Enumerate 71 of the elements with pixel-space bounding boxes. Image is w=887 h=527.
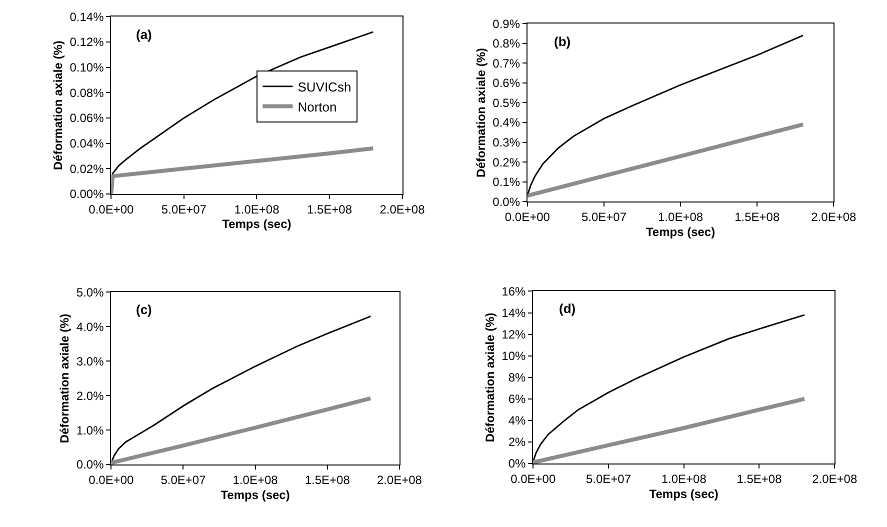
y-tick-label: 0.3% xyxy=(492,136,520,150)
y-axis-title: Déformation axiale (%) xyxy=(51,40,66,170)
annotation: (b) xyxy=(554,34,571,49)
x-tick-label: 2.0E+08 xyxy=(811,210,857,224)
y-tick-label: 0.10% xyxy=(70,60,104,75)
y-tick-label: 0.9% xyxy=(492,16,520,31)
y-tick-label: 0.02% xyxy=(70,162,104,176)
y-tick-label: 0.0% xyxy=(76,458,104,472)
legend-label: SUVICsh xyxy=(298,79,352,94)
y-tick-label: 4% xyxy=(508,414,526,428)
y-tick-label: 0.7% xyxy=(492,56,520,70)
y-tick-label: 6% xyxy=(508,392,526,406)
y-tick-label: 0.5% xyxy=(492,96,520,110)
y-tick-label: 0.14% xyxy=(70,10,104,24)
x-axis-title: Temps (sec) xyxy=(220,488,290,502)
x-axis-title: Temps (sec) xyxy=(222,217,292,232)
x-tick-label: 0.0E+00 xyxy=(88,472,134,487)
x-tick-label: 1.0E+08 xyxy=(234,202,280,216)
x-tick-label: 2.0E+08 xyxy=(376,472,422,487)
y-tick-label: 0.1% xyxy=(492,175,520,190)
x-tick-label: 5.0E+07 xyxy=(161,202,207,216)
x-tick-label: 1.0E+08 xyxy=(658,210,704,224)
y-tick-label: 2% xyxy=(508,435,526,450)
line-series xyxy=(527,122,806,198)
x-tick-label: 1.0E+08 xyxy=(661,472,707,486)
x-tick-label: 5.0E+07 xyxy=(586,472,632,486)
y-tick-label: 0.00% xyxy=(70,187,104,202)
y-tick-label: 14% xyxy=(502,306,526,320)
y-tick-label: 8% xyxy=(508,370,526,385)
x-axis-title: Temps (sec) xyxy=(646,224,716,239)
y-tick-label: 0% xyxy=(508,456,526,471)
x-tick-label: 0.0E+00 xyxy=(88,202,134,216)
x-tick-label: 2.0E+08 xyxy=(380,202,426,216)
annotation: (a) xyxy=(136,27,152,42)
y-tick-label: 1.0% xyxy=(76,423,104,438)
y-tick-label: 16% xyxy=(502,284,526,298)
x-tick-label: 2.0E+08 xyxy=(812,472,858,486)
x-tick-label: 1.5E+08 xyxy=(734,210,780,224)
line-series xyxy=(111,396,373,465)
annotation: (c) xyxy=(136,302,152,317)
y-tick-label: 5.0% xyxy=(76,285,104,300)
y-tick-label: 2.0% xyxy=(76,388,104,403)
x-tick-label: 1.0E+08 xyxy=(232,472,278,487)
y-tick-label: 0.06% xyxy=(70,111,104,126)
y-tick-label: 10% xyxy=(502,349,526,364)
y-tick-label: 0.08% xyxy=(70,86,104,100)
x-tick-label: 0.0E+00 xyxy=(504,210,550,224)
x-tick-label: 5.0E+07 xyxy=(160,472,206,487)
y-axis-title: Déformation axiale (%) xyxy=(58,314,72,444)
x-tick-label: 1.5E+08 xyxy=(736,472,782,486)
x-tick-label: 1.5E+08 xyxy=(306,202,352,216)
y-tick-label: 0.2% xyxy=(492,155,520,170)
y-tick-label: 3.0% xyxy=(76,354,104,368)
x-tick-label: 1.5E+08 xyxy=(304,472,350,487)
x-tick-label: 5.0E+07 xyxy=(581,210,627,224)
y-tick-label: 0.4% xyxy=(492,116,520,130)
x-tick-label: 0.0E+00 xyxy=(510,472,556,486)
y-tick-label: 12% xyxy=(502,328,526,342)
y-tick-label: 0.6% xyxy=(492,76,520,90)
line-series xyxy=(111,146,376,194)
y-axis-title: Déformation axiale (%) xyxy=(482,312,497,442)
y-tick-label: 0.0% xyxy=(492,194,520,209)
y-axis-title: Déformation axiale (%) xyxy=(474,48,488,178)
y-tick-label: 0.8% xyxy=(492,36,520,51)
x-axis-title: Temps (sec) xyxy=(649,486,718,501)
y-tick-label: 4.0% xyxy=(76,320,104,334)
y-tick-label: 0.12% xyxy=(70,35,104,50)
line-series xyxy=(533,396,806,464)
annotation: (d) xyxy=(559,301,576,316)
legend-label: Norton xyxy=(298,99,337,114)
y-tick-label: 0.04% xyxy=(70,136,104,150)
